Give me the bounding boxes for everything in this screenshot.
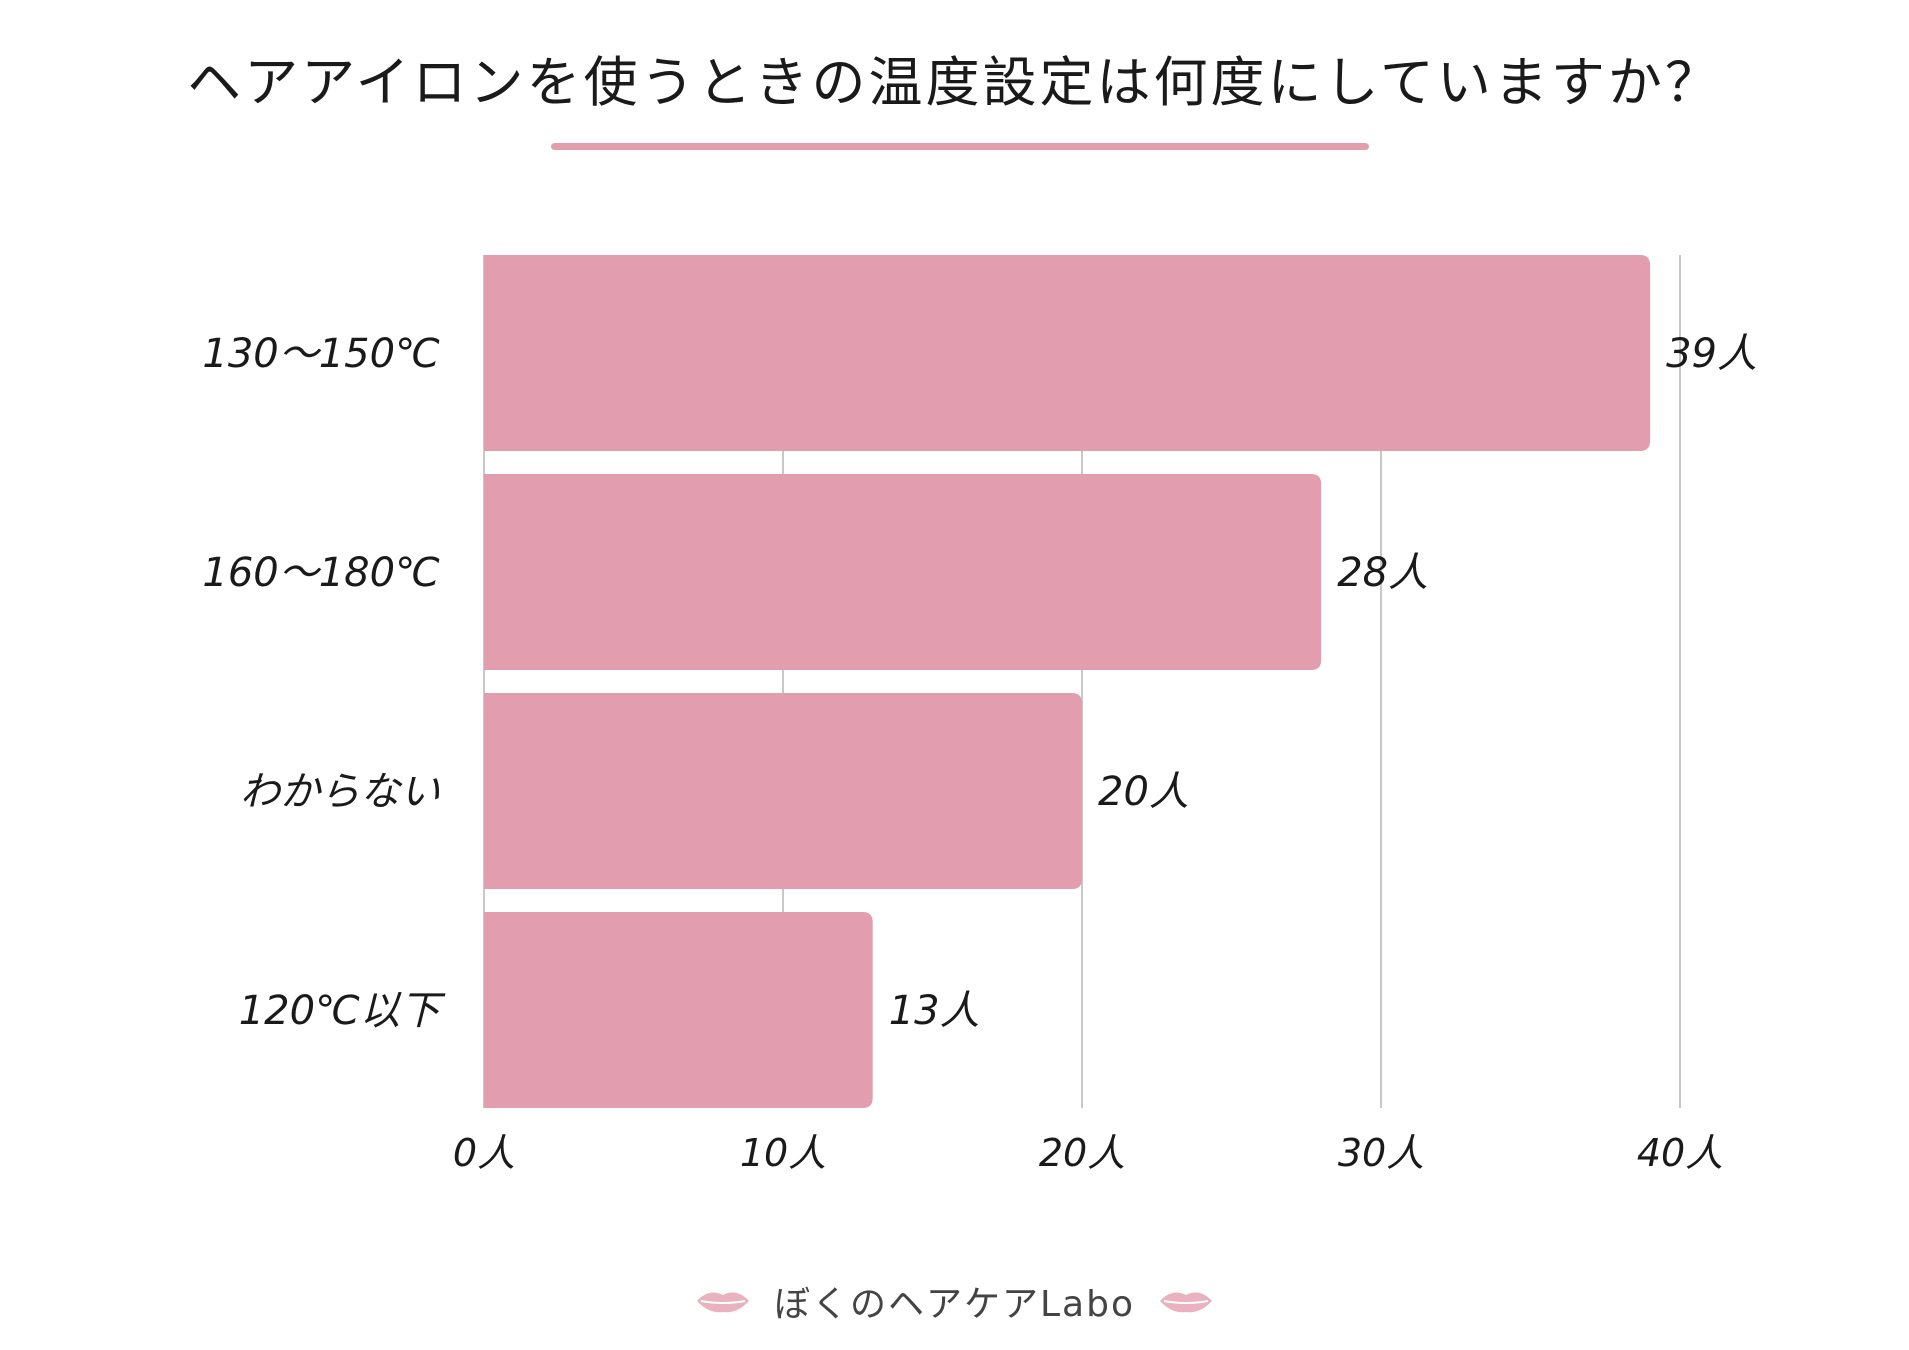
category-label: 120℃以下: [239, 988, 446, 1034]
value-label: 13人: [889, 988, 980, 1034]
brand-footer: ぼくのヘアケアLabo: [0, 1275, 1909, 1327]
bar-2: [484, 693, 1082, 889]
category-label: わからない: [240, 769, 440, 815]
lips-icon: [1160, 1292, 1213, 1313]
lips-icon: [696, 1292, 749, 1313]
x-tick-label: 20人: [1039, 1131, 1125, 1175]
bar-1: [484, 474, 1322, 670]
bars: [484, 255, 1651, 1108]
x-tick-label: 0人: [453, 1131, 515, 1175]
x-tick-label: 10人: [740, 1131, 826, 1175]
labels: 0人 10人 20人 30人 40人 130～150℃ 39人 160～180℃ 28人わからな…: [202, 331, 1757, 1175]
bar-0: [484, 255, 1651, 451]
value-label: 28人: [1337, 550, 1428, 596]
chart-title: ヘアアイロンを使うときの温度設定は何度にしていますか？: [187, 51, 1722, 114]
category-label: 130～150℃: [202, 331, 440, 377]
x-tick-label: 40人: [1637, 1131, 1723, 1175]
x-tick-label: 30人: [1338, 1131, 1424, 1175]
value-label: 20人: [1098, 769, 1189, 815]
value-label: 39人: [1666, 331, 1757, 377]
category-label: 160～180℃: [202, 550, 440, 596]
bar-3: [484, 912, 873, 1108]
title-underline: [551, 143, 1369, 150]
brand-name: ぼくのヘアケアLabo: [774, 1284, 1135, 1325]
